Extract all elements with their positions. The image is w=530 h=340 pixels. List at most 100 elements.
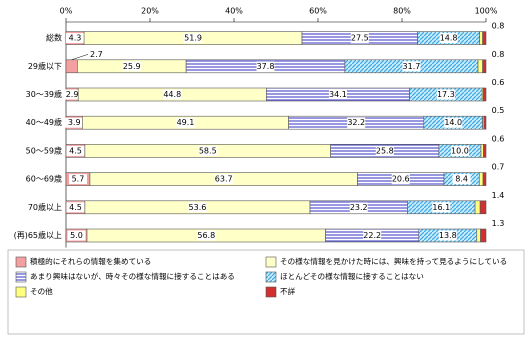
bar-segment <box>483 144 487 158</box>
data-label: 1.3 <box>492 219 505 228</box>
data-label: 0.6 <box>492 78 505 87</box>
x-tick-label: 80% <box>393 7 411 16</box>
data-label: 4.5 <box>69 203 82 212</box>
legend-label: その他 <box>30 286 53 296</box>
legend-swatch <box>265 271 277 283</box>
bar-segment <box>478 172 484 186</box>
data-label: 0.8 <box>492 22 505 31</box>
label-bg <box>184 33 203 44</box>
data-label: 16.1 <box>432 203 450 212</box>
data-label: 5.0 <box>70 231 83 240</box>
data-label: 25.8 <box>376 146 394 155</box>
data-label: 51.9 <box>184 34 202 43</box>
data-label: 37.8 <box>257 62 275 71</box>
label-bg <box>347 117 366 128</box>
data-label: 13.8 <box>439 231 457 240</box>
bar-segment <box>482 59 487 74</box>
legend-swatch <box>15 286 27 298</box>
data-label: 20.6 <box>392 175 410 184</box>
label-bg <box>402 61 421 72</box>
label-bg <box>67 230 86 241</box>
label-bg <box>438 230 457 241</box>
x-tick-label: 20% <box>141 7 159 16</box>
label-bg <box>452 174 471 185</box>
data-label: 4.3 <box>69 34 82 43</box>
label-bg <box>197 230 216 241</box>
x-tick-label: 0% <box>60 7 73 16</box>
bar-segment <box>483 87 487 102</box>
category-label: 40～49歳 <box>26 117 62 127</box>
label-bg <box>391 174 410 185</box>
category-label: (再)65歳以上 <box>14 230 62 240</box>
data-label: 0.6 <box>492 134 505 143</box>
legend-label: ほとんどその様な情報に接することはない <box>280 271 424 281</box>
label-bg <box>68 174 87 185</box>
data-label: 0.5 <box>492 106 505 115</box>
bar-segment <box>476 228 481 243</box>
label-bg <box>432 202 451 213</box>
category-label: 70歳以上 <box>28 202 62 212</box>
legend-swatch <box>265 256 277 268</box>
data-label: 31.7 <box>403 62 421 71</box>
label-bg <box>363 230 382 241</box>
label-bg <box>66 145 85 156</box>
data-label: 2.7 <box>90 50 103 59</box>
data-label: 0.7 <box>492 163 505 172</box>
legend-swatch <box>265 286 277 298</box>
data-label: 53.6 <box>189 203 207 212</box>
x-tick-label: 100% <box>475 7 498 16</box>
bar-segment <box>480 144 484 158</box>
data-label: 63.7 <box>215 175 233 184</box>
data-label: 27.5 <box>351 34 369 43</box>
label-bg <box>122 61 141 72</box>
bar-segment <box>482 172 487 186</box>
category-label: 29歳以下 <box>28 61 62 71</box>
data-label: 56.8 <box>197 231 215 240</box>
data-label: 14.8 <box>440 34 458 43</box>
legend-swatch <box>15 256 27 268</box>
data-label: 23.2 <box>350 203 368 212</box>
category-label: 50～59歳 <box>26 145 62 155</box>
bar-segment <box>474 200 481 215</box>
label-bg <box>350 33 369 44</box>
bar-segment <box>483 115 487 130</box>
data-label: 2.9 <box>66 90 79 99</box>
data-label: 10.0 <box>451 146 469 155</box>
label-bg <box>349 202 368 213</box>
legend-label: 積極的にそれらの情報を集めている <box>30 256 151 266</box>
data-label: 14.0 <box>444 118 462 127</box>
category-label: 30～39歳 <box>26 89 62 99</box>
data-label: 4.5 <box>69 146 82 155</box>
data-label: 8.4 <box>455 175 468 184</box>
bar-segment <box>65 59 78 74</box>
label-bg <box>66 202 85 213</box>
data-label: 3.9 <box>68 118 81 127</box>
category-label: 60～69歳 <box>26 174 62 184</box>
label-bg <box>188 202 207 213</box>
data-label: 17.3 <box>437 90 455 99</box>
data-label: 34.1 <box>329 90 347 99</box>
data-label: 0.8 <box>492 50 505 59</box>
data-label: 32.2 <box>347 118 365 127</box>
label-bg <box>65 117 84 128</box>
data-label: 58.5 <box>199 146 217 155</box>
label-bg <box>439 33 458 44</box>
legend-label: その様な情報を見かけた時には、興味を持って見るようにしている <box>280 256 507 266</box>
bar-segment <box>482 31 487 45</box>
bar-segment <box>477 59 483 74</box>
legend-frame <box>7 249 525 335</box>
label-bg <box>163 89 182 100</box>
legend-swatch <box>15 271 27 283</box>
data-label: 44.8 <box>163 90 181 99</box>
data-label: 49.1 <box>177 118 195 127</box>
label-bg <box>436 89 455 100</box>
category-label: 総数 <box>46 33 62 43</box>
x-tick-label: 60% <box>309 7 327 16</box>
bar-segment <box>479 31 483 45</box>
label-bg <box>176 117 195 128</box>
label-bg <box>198 145 217 156</box>
label-bg <box>450 145 469 156</box>
label-bg <box>66 33 85 44</box>
bar-segment <box>479 200 487 215</box>
data-label: 5.7 <box>72 175 85 184</box>
